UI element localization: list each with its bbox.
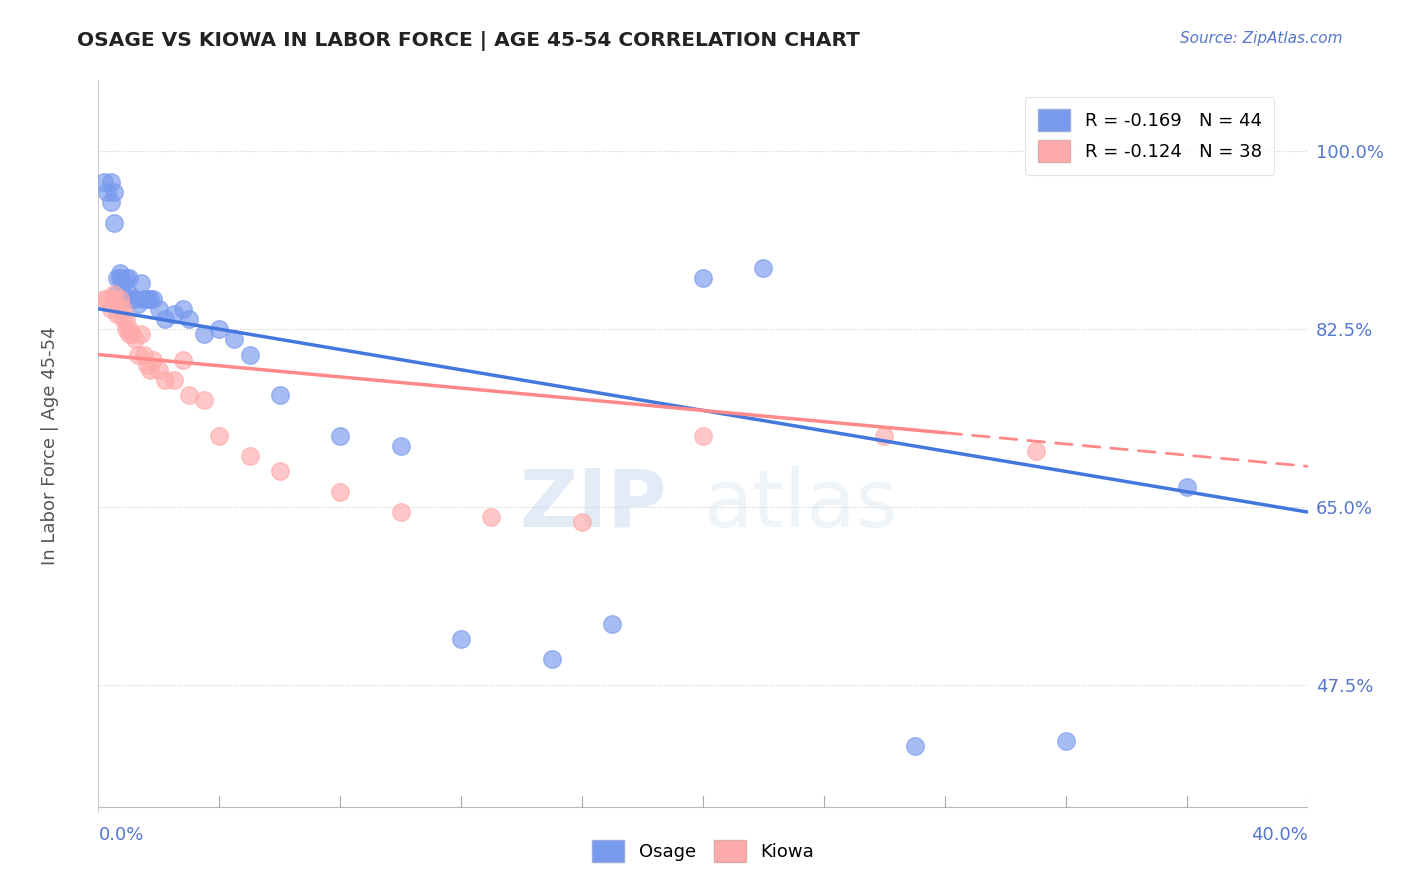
Point <box>239 449 262 463</box>
Point <box>108 292 131 306</box>
Point <box>389 505 412 519</box>
Point <box>103 215 125 229</box>
Point <box>142 352 165 367</box>
Text: 40.0%: 40.0% <box>1251 826 1308 844</box>
Point <box>108 271 131 285</box>
Point <box>481 510 503 524</box>
Point <box>93 292 115 306</box>
Point <box>329 429 352 443</box>
Point <box>111 312 134 326</box>
Legend: Osage, Kiowa: Osage, Kiowa <box>585 833 821 870</box>
Point <box>118 327 141 342</box>
Point <box>108 301 131 316</box>
Point <box>108 266 131 280</box>
Point <box>153 373 176 387</box>
Point <box>118 271 141 285</box>
Point <box>389 439 412 453</box>
Point <box>179 388 201 402</box>
Point <box>163 373 186 387</box>
Point <box>193 393 215 408</box>
Point <box>103 185 125 199</box>
Point <box>329 484 352 499</box>
Point <box>752 261 775 276</box>
Point <box>105 271 128 285</box>
Point <box>121 292 143 306</box>
Point <box>571 515 593 529</box>
Point <box>1175 480 1198 494</box>
Point <box>148 363 170 377</box>
Text: atlas: atlas <box>703 466 897 543</box>
Point <box>1024 444 1046 458</box>
Text: OSAGE VS KIOWA IN LABOR FORCE | AGE 45-54 CORRELATION CHART: OSAGE VS KIOWA IN LABOR FORCE | AGE 45-5… <box>77 31 860 51</box>
Point <box>224 332 246 346</box>
Point <box>114 292 136 306</box>
Point <box>118 322 141 336</box>
Point <box>118 286 141 301</box>
Point <box>93 175 115 189</box>
Point <box>172 352 194 367</box>
Point <box>100 175 122 189</box>
Point <box>129 327 152 342</box>
Point <box>692 429 714 443</box>
Point <box>540 652 562 666</box>
Point <box>127 347 149 362</box>
Point <box>602 616 624 631</box>
Point <box>1054 733 1077 747</box>
Point <box>111 277 134 291</box>
Point <box>269 388 291 402</box>
Point <box>132 347 155 362</box>
Point <box>208 322 231 336</box>
Point <box>148 301 170 316</box>
Point <box>142 292 165 306</box>
Point <box>114 271 136 285</box>
Point <box>172 301 194 316</box>
Point <box>692 271 714 285</box>
Point <box>103 286 125 301</box>
Point <box>124 332 146 346</box>
Point <box>114 322 136 336</box>
Point <box>139 292 162 306</box>
Point <box>239 347 262 362</box>
Point <box>153 312 176 326</box>
Point <box>873 429 896 443</box>
Point <box>127 297 149 311</box>
Point <box>111 301 134 316</box>
Point <box>111 286 134 301</box>
Point <box>124 292 146 306</box>
Text: In Labor Force | Age 45-54: In Labor Force | Age 45-54 <box>41 326 59 566</box>
Point <box>105 286 128 301</box>
Point <box>904 739 927 753</box>
Point <box>135 358 157 372</box>
Legend: R = -0.169   N = 44, R = -0.124   N = 38: R = -0.169 N = 44, R = -0.124 N = 38 <box>1025 96 1274 175</box>
Point <box>139 363 162 377</box>
Point <box>114 312 136 326</box>
Point <box>179 312 201 326</box>
Point <box>96 185 118 199</box>
Point <box>208 429 231 443</box>
Point <box>132 292 155 306</box>
Point <box>105 307 128 321</box>
Point <box>103 292 125 306</box>
Point <box>121 327 143 342</box>
Point <box>100 301 122 316</box>
Point <box>269 464 291 478</box>
Point <box>100 195 122 210</box>
Point <box>135 292 157 306</box>
Point <box>163 307 186 321</box>
Text: 0.0%: 0.0% <box>98 826 143 844</box>
Point <box>96 292 118 306</box>
Point <box>450 632 472 646</box>
Text: Source: ZipAtlas.com: Source: ZipAtlas.com <box>1180 31 1343 46</box>
Point <box>193 327 215 342</box>
Point <box>129 277 152 291</box>
Text: ZIP: ZIP <box>519 466 666 543</box>
